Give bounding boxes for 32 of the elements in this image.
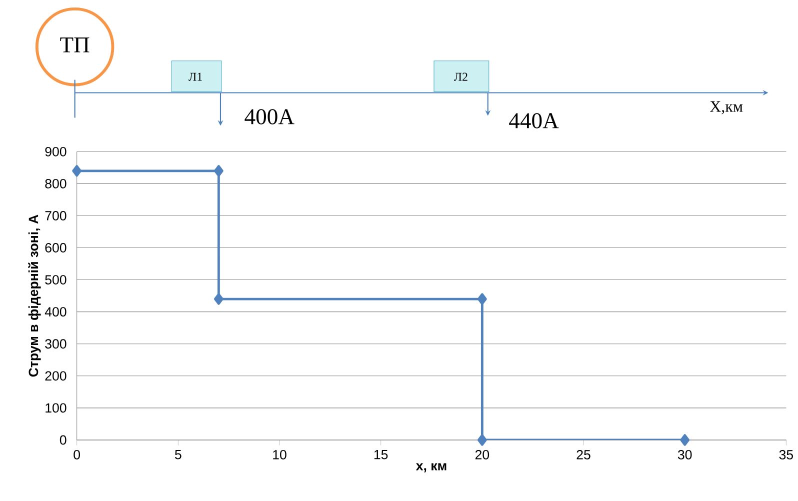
y-axis-title: Струм в фідерній зоні, А <box>28 214 41 377</box>
text: Х,км <box>710 101 743 114</box>
x-tick-label: 25 <box>576 450 590 460</box>
y-tick-label: 300 <box>45 339 66 349</box>
point <box>477 434 487 446</box>
text: Л1 <box>188 72 202 81</box>
text: ТП <box>60 38 90 52</box>
point <box>680 434 690 446</box>
x-tick-label: 5 <box>175 450 182 460</box>
x-tick-label: 35 <box>779 450 794 460</box>
x-tick-label: 10 <box>273 450 286 460</box>
y-tick-label: 900 <box>45 147 66 156</box>
point <box>214 165 224 177</box>
y-tick-label: 700 <box>45 211 66 220</box>
y-tick-label: 800 <box>45 179 66 188</box>
y-tick-label: 200 <box>45 371 66 381</box>
point <box>477 293 487 305</box>
x-tick-label: 30 <box>678 450 692 460</box>
x-tick-label: 20 <box>475 450 490 460</box>
text: 400А <box>244 109 294 124</box>
text: 440А <box>509 113 559 128</box>
y-tick-label: 100 <box>46 403 66 413</box>
y-tick-label: 500 <box>45 275 66 285</box>
point <box>72 165 82 177</box>
y-tick-label: 0 <box>60 435 66 445</box>
x-tick-label: 0 <box>74 450 80 460</box>
x-axis-title: x, км <box>416 463 446 472</box>
point <box>214 293 224 305</box>
text: Л2 <box>454 72 468 81</box>
y-tick-label: 400 <box>44 307 66 317</box>
y-tick-label: 600 <box>45 243 66 253</box>
x-tick-label: 15 <box>374 450 388 460</box>
